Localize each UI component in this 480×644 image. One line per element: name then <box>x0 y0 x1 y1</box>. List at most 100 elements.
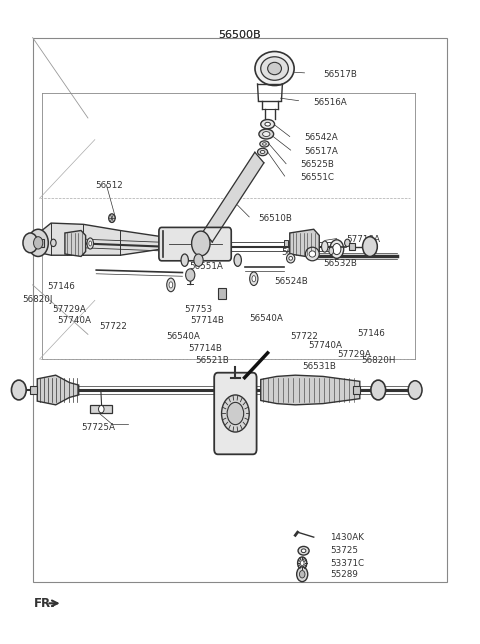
Circle shape <box>371 380 385 400</box>
Circle shape <box>362 237 377 256</box>
Ellipse shape <box>300 561 304 565</box>
Ellipse shape <box>167 278 175 292</box>
Ellipse shape <box>50 239 56 247</box>
Text: 56512: 56512 <box>95 182 122 191</box>
Text: 53371C: 53371C <box>330 558 364 567</box>
Text: 1430AK: 1430AK <box>330 533 364 542</box>
Text: 56523: 56523 <box>281 248 309 257</box>
Text: 56517B: 56517B <box>323 70 357 79</box>
Text: 56820J: 56820J <box>22 294 52 303</box>
Text: 56551A: 56551A <box>189 262 223 271</box>
Text: 57729A: 57729A <box>337 350 371 359</box>
Ellipse shape <box>257 148 268 156</box>
Ellipse shape <box>268 62 281 75</box>
Text: 56517A: 56517A <box>304 147 338 156</box>
Polygon shape <box>37 375 79 405</box>
Text: 56532B: 56532B <box>323 260 357 269</box>
Ellipse shape <box>305 247 319 261</box>
Circle shape <box>34 237 43 249</box>
Ellipse shape <box>250 272 258 285</box>
Ellipse shape <box>298 546 309 555</box>
Text: 56531B: 56531B <box>302 362 336 371</box>
Ellipse shape <box>261 120 275 129</box>
Circle shape <box>297 567 308 582</box>
Ellipse shape <box>330 240 344 258</box>
Text: 57740A: 57740A <box>57 316 91 325</box>
Text: 56516A: 56516A <box>314 98 348 107</box>
Ellipse shape <box>181 254 188 267</box>
Ellipse shape <box>108 214 115 222</box>
Text: 55289: 55289 <box>330 570 358 579</box>
Polygon shape <box>261 375 360 405</box>
Bar <box>33 37 447 582</box>
Polygon shape <box>39 223 162 255</box>
Polygon shape <box>38 239 44 247</box>
Text: 56540A: 56540A <box>166 332 200 341</box>
Bar <box>353 386 360 393</box>
Ellipse shape <box>169 282 173 288</box>
Text: 57146: 57146 <box>48 281 75 290</box>
Circle shape <box>98 406 104 413</box>
Circle shape <box>23 233 38 252</box>
FancyBboxPatch shape <box>214 373 257 454</box>
Ellipse shape <box>298 557 307 569</box>
Text: 56524B: 56524B <box>275 278 308 287</box>
Polygon shape <box>203 152 264 242</box>
Text: 56525B: 56525B <box>300 160 334 169</box>
Bar <box>284 240 288 246</box>
Bar <box>30 386 37 393</box>
Ellipse shape <box>255 52 294 86</box>
Text: 57725A: 57725A <box>81 422 115 431</box>
Ellipse shape <box>260 141 269 147</box>
Text: 53725: 53725 <box>330 546 358 555</box>
Polygon shape <box>349 243 355 251</box>
Text: 56551C: 56551C <box>300 173 334 182</box>
Text: 57740A: 57740A <box>308 341 342 350</box>
Ellipse shape <box>89 241 92 246</box>
Ellipse shape <box>329 247 334 254</box>
Ellipse shape <box>261 57 288 80</box>
Text: 56540A: 56540A <box>249 314 283 323</box>
Ellipse shape <box>309 251 315 257</box>
Text: 57722: 57722 <box>99 323 127 332</box>
Circle shape <box>28 229 48 256</box>
Text: 57729A: 57729A <box>52 305 86 314</box>
Circle shape <box>192 231 210 256</box>
Circle shape <box>227 402 244 424</box>
Text: 57146: 57146 <box>358 329 385 338</box>
Ellipse shape <box>287 254 295 263</box>
Text: 57753: 57753 <box>185 305 213 314</box>
Text: 56510B: 56510B <box>258 214 292 223</box>
Ellipse shape <box>322 241 328 252</box>
Polygon shape <box>65 231 85 256</box>
Circle shape <box>408 381 422 399</box>
Ellipse shape <box>301 549 306 553</box>
Circle shape <box>300 571 305 578</box>
Text: 57714B: 57714B <box>191 316 225 325</box>
Ellipse shape <box>263 143 266 145</box>
Text: 56500B: 56500B <box>219 30 261 39</box>
Ellipse shape <box>265 122 270 126</box>
Polygon shape <box>290 229 319 258</box>
Text: 57714B: 57714B <box>188 344 222 353</box>
Bar <box>218 288 226 299</box>
Text: 56500B: 56500B <box>219 30 261 39</box>
Circle shape <box>186 269 195 281</box>
Ellipse shape <box>333 243 341 254</box>
Ellipse shape <box>289 256 292 260</box>
Text: 57718A: 57718A <box>346 235 380 244</box>
Ellipse shape <box>260 151 265 153</box>
FancyBboxPatch shape <box>159 227 231 261</box>
Ellipse shape <box>263 131 270 137</box>
Ellipse shape <box>345 239 350 247</box>
Ellipse shape <box>87 238 94 249</box>
Ellipse shape <box>259 129 274 139</box>
Text: 56542A: 56542A <box>304 133 338 142</box>
Circle shape <box>222 395 249 432</box>
Text: FR.: FR. <box>34 597 56 610</box>
Text: 57722: 57722 <box>291 332 319 341</box>
Circle shape <box>194 254 203 267</box>
Ellipse shape <box>234 254 241 267</box>
Text: 56820H: 56820H <box>361 356 396 365</box>
Bar <box>90 405 112 413</box>
